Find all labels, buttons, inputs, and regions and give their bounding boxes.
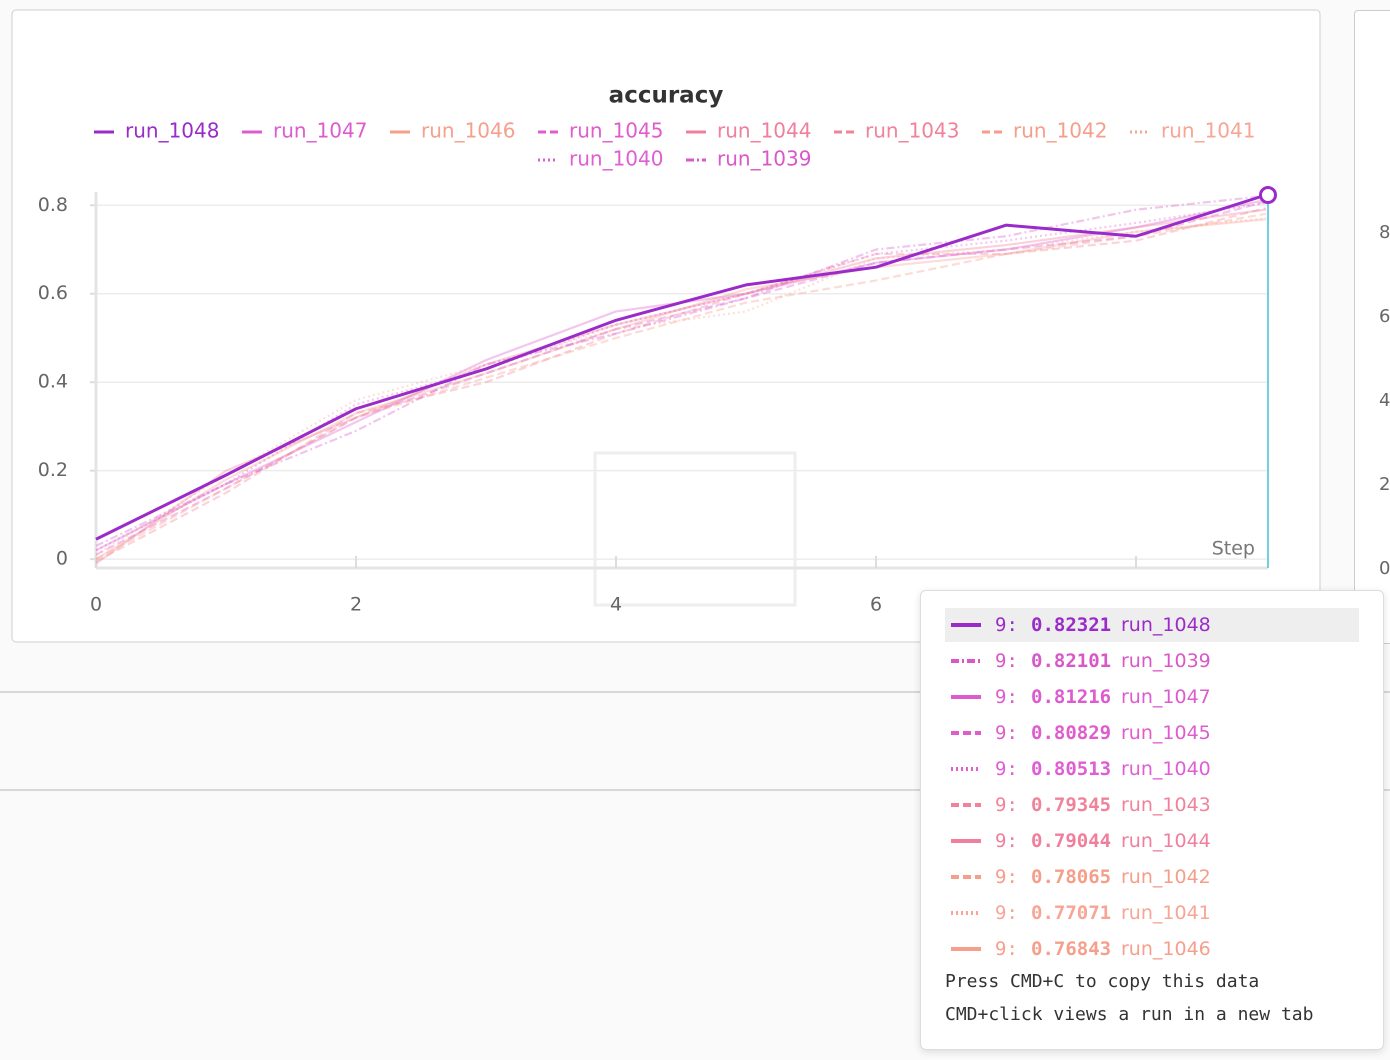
x-tick-label: 6 [870, 594, 882, 616]
side-y-tick-label: 8 [1379, 222, 1390, 243]
tooltip-step: 9 [995, 932, 1018, 966]
legend-label: run_1043 [865, 119, 959, 143]
side-y-tick-label: 2 [1379, 474, 1390, 495]
tooltip-swatch [951, 947, 981, 951]
tooltip-step: 9 [995, 716, 1018, 750]
tooltip-value: 0.81216 [1031, 686, 1112, 708]
side-panel: 8 6 4 2 0 [1354, 10, 1390, 644]
y-tick-label: 0 [56, 548, 68, 570]
tooltip-row: 9 0.79345 run_1043 [945, 788, 1359, 822]
tooltip-hint: Press CMD+C to copy this data [945, 971, 1260, 992]
x-tick-label: 2 [350, 594, 362, 616]
tooltip-run: run_1044 [1121, 830, 1211, 852]
x-axis-label: Step [1212, 538, 1255, 560]
y-tick-label: 0.4 [38, 371, 68, 393]
tooltip-run: run_1040 [1121, 758, 1211, 780]
legend-label: run_1044 [717, 119, 811, 143]
legend-label: run_1046 [421, 119, 515, 143]
tooltip-row: 9 0.77071 run_1041 [945, 896, 1359, 930]
tooltip-swatch [951, 803, 981, 807]
tooltip-swatch [951, 659, 981, 663]
tooltip-step: 9 [995, 896, 1018, 930]
tooltip-row: 9 0.81216 run_1047 [945, 680, 1359, 714]
tooltip: 9 0.82321 run_1048 9 0.82101 run_1039 9 0.81216… [920, 590, 1384, 1050]
tooltip-row: 9 0.82101 run_1039 [945, 644, 1359, 678]
tooltip-run: run_1046 [1121, 938, 1211, 960]
tooltip-run: run_1045 [1121, 722, 1211, 744]
tooltip-value: 0.79044 [1031, 830, 1112, 852]
series-line [95, 193, 1267, 541]
tooltip-value: 0.80513 [1031, 758, 1112, 780]
tooltip-swatch [951, 911, 981, 915]
tooltip-step: 9 [995, 644, 1018, 678]
tooltip-swatch [951, 875, 981, 879]
tooltip-swatch [951, 839, 981, 843]
tooltip-value: 0.77071 [1031, 902, 1112, 924]
series-line [95, 200, 1267, 556]
series-line [95, 208, 1267, 565]
tooltip-run: run_1041 [1121, 902, 1211, 924]
tooltip-row: 9 0.76843 run_1046 [945, 932, 1359, 966]
x-tick-label: 4 [610, 594, 622, 616]
tooltip-run: run_1042 [1121, 866, 1211, 888]
panel [11, 9, 1321, 643]
tooltip-hint: CMD+click views a run in a new tab [945, 1004, 1314, 1025]
tooltip-value: 0.82101 [1031, 650, 1112, 672]
tooltip-row: 9 0.79044 run_1044 [945, 824, 1359, 858]
tooltip-swatch [951, 623, 981, 627]
series-line [95, 207, 1267, 563]
tooltip-run: run_1043 [1121, 794, 1211, 816]
series-line [95, 194, 1267, 547]
tooltip-value: 0.78065 [1031, 866, 1112, 888]
legend-label: run_1048 [125, 119, 219, 143]
tooltip-row: 9 0.80829 run_1045 [945, 716, 1359, 750]
side-y-tick-label: 0 [1379, 558, 1390, 579]
tooltip-swatch [951, 767, 981, 771]
tooltip-step: 9 [995, 680, 1018, 714]
side-y-tick-label: 4 [1379, 390, 1390, 411]
tooltip-step: 9 [995, 824, 1018, 858]
tooltip-value: 0.79345 [1031, 794, 1112, 816]
series-line [95, 212, 1267, 561]
legend-label: run_1041 [1161, 119, 1255, 143]
legend-label: run_1040 [569, 147, 663, 171]
legend-label: run_1047 [273, 119, 367, 143]
tooltip-step: 9 [995, 788, 1018, 822]
tooltip-value: 0.82321 [1031, 614, 1112, 636]
chart-title: accuracy [609, 83, 724, 109]
tooltip-swatch [951, 731, 981, 735]
y-tick-label: 0.8 [38, 194, 68, 216]
tooltip-step: 9 [995, 608, 1018, 642]
tooltip-run: run_1048 [1121, 614, 1211, 636]
tooltip-run: run_1047 [1121, 686, 1211, 708]
tooltip-row: 9 0.78065 run_1042 [945, 860, 1359, 894]
tooltip-swatch [951, 695, 981, 699]
tooltip-row: 9 0.80513 run_1040 [945, 752, 1359, 786]
y-tick-label: 0.2 [38, 459, 68, 481]
tooltip-value: 0.80829 [1031, 722, 1112, 744]
x-tick-label: 0 [90, 594, 102, 616]
legend-label: run_1042 [1013, 119, 1107, 143]
tooltip-run: run_1039 [1121, 650, 1211, 672]
tooltip-step: 9 [995, 752, 1018, 786]
y-tick-label: 0.6 [38, 282, 68, 304]
legend-label: run_1039 [717, 147, 811, 171]
tooltip-value: 0.76843 [1031, 938, 1112, 960]
side-y-tick-label: 6 [1379, 306, 1390, 327]
selection-box [593, 451, 797, 607]
hover-point [1259, 186, 1277, 205]
tooltip-row: 9 0.82321 run_1048 [945, 608, 1359, 642]
tooltip-step: 9 [995, 860, 1018, 894]
legend-label: run_1045 [569, 119, 663, 143]
series-line [95, 218, 1267, 561]
